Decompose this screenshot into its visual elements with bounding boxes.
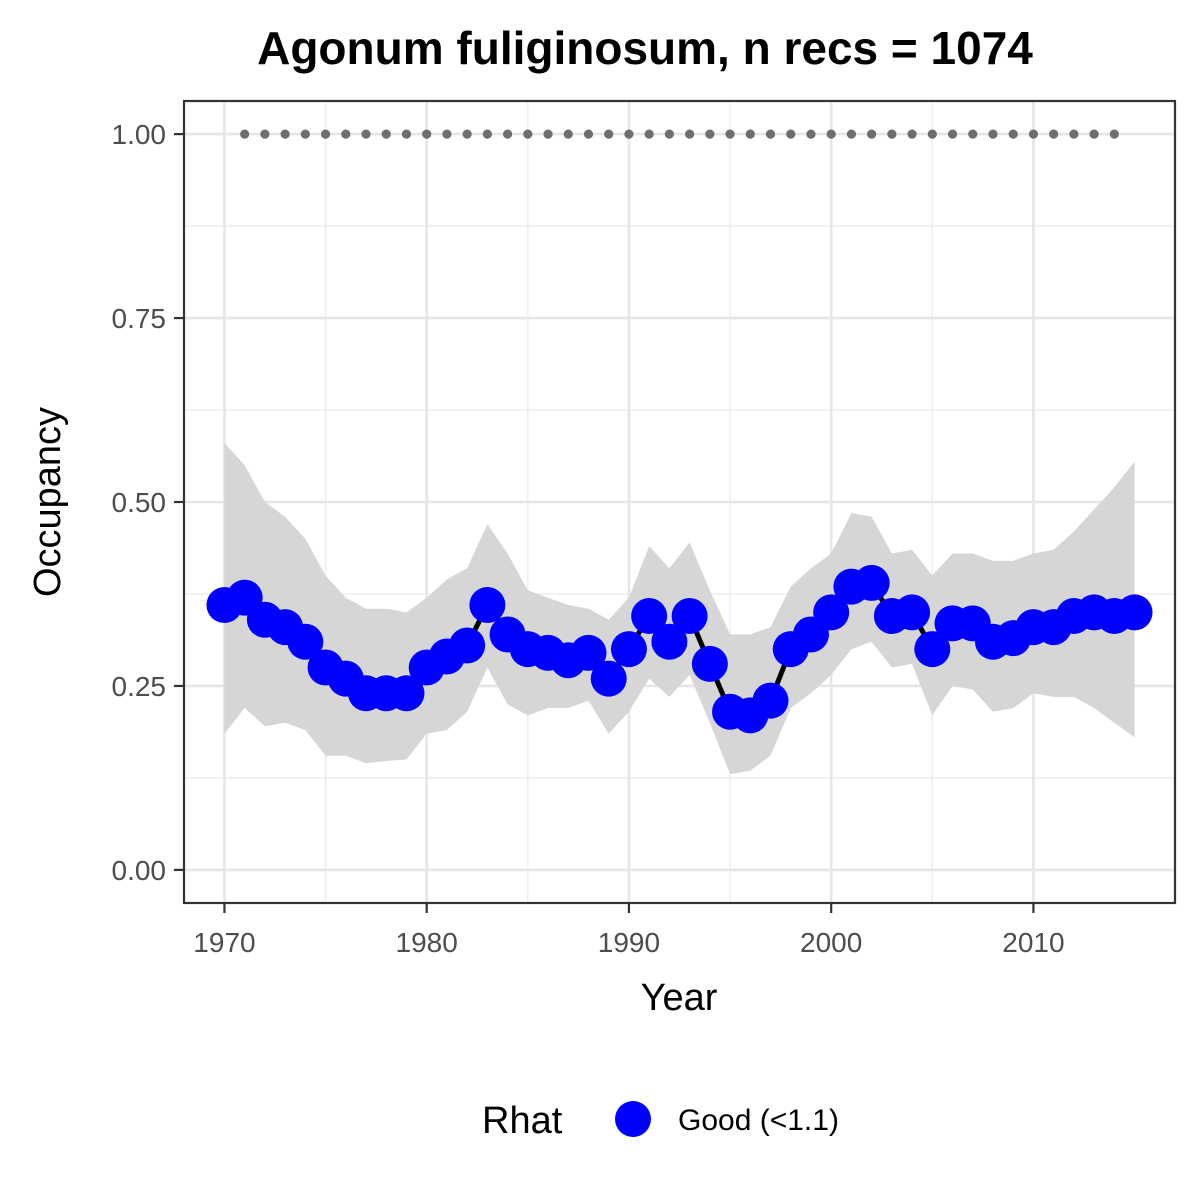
reference-dot	[381, 129, 391, 139]
reference-dot	[806, 129, 816, 139]
data-point	[449, 627, 486, 664]
reference-dot	[401, 129, 412, 139]
reference-dot	[1109, 129, 1119, 139]
data-point	[590, 660, 627, 697]
reference-dot	[583, 129, 594, 139]
reference-dot	[988, 129, 998, 139]
y-axis: 0.00 0.25 0.50 0.75 1.00	[112, 119, 184, 886]
reference-dot	[482, 129, 492, 139]
x-axis-title: Year	[641, 977, 718, 1019]
data-point	[691, 645, 728, 682]
y-tick-label: 0.50	[112, 487, 167, 518]
reference-dot	[1089, 129, 1099, 139]
reference-dot	[927, 129, 937, 139]
reference-dot	[361, 129, 371, 139]
reference-dot	[968, 129, 978, 139]
reference-dot	[644, 129, 654, 139]
major-gridlines	[184, 101, 1175, 903]
reference-dot	[442, 129, 452, 139]
data-point	[752, 682, 789, 719]
y-tick-label: 0.00	[112, 855, 167, 886]
reference-dot	[341, 129, 351, 139]
data-point	[610, 631, 647, 668]
reference-dot	[765, 129, 776, 139]
data-point	[1116, 594, 1153, 631]
legend: Rhat Good (<1.1)	[482, 1100, 839, 1142]
reference-dot	[1049, 129, 1059, 139]
y-tick-label: 1.00	[112, 119, 167, 150]
reference-dot	[280, 129, 290, 139]
reference-dot	[887, 129, 897, 139]
reference-dot	[826, 129, 836, 139]
reference-dot	[1008, 129, 1018, 139]
reference-dot	[523, 129, 533, 139]
reference-dot	[725, 129, 735, 139]
reference-dot	[563, 129, 573, 139]
reference-dot	[1069, 129, 1079, 139]
chart-title: Agonum fuliginosum, n recs = 1074	[257, 22, 1033, 74]
data-point	[469, 587, 506, 624]
x-tick-label: 1990	[598, 927, 660, 958]
reference-dot	[664, 129, 674, 139]
reference-dot	[846, 129, 857, 139]
reference-dot	[947, 129, 958, 139]
legend-title: Rhat	[482, 1100, 563, 1142]
reference-dot	[907, 129, 917, 139]
x-tick-label: 2010	[1002, 927, 1064, 958]
reference-dot	[422, 129, 432, 139]
y-tick-label: 0.25	[112, 671, 167, 702]
legend-key-good	[615, 1101, 651, 1137]
reference-dot	[705, 129, 715, 139]
reference-dots-layer	[240, 129, 1119, 139]
reference-dot	[240, 129, 250, 139]
reference-dot	[320, 129, 331, 139]
y-tick-label: 0.75	[112, 303, 167, 334]
reference-dot	[604, 129, 614, 139]
y-axis-title: Occupancy	[27, 407, 69, 597]
data-point	[813, 594, 850, 631]
reference-dot	[685, 129, 695, 139]
data-point	[894, 594, 931, 631]
x-tick-label: 1980	[396, 927, 458, 958]
x-tick-label: 2000	[800, 927, 862, 958]
data-point	[914, 631, 951, 668]
reference-dot	[1028, 129, 1039, 139]
data-point	[570, 634, 607, 671]
data-point	[671, 598, 708, 635]
data-point	[287, 623, 324, 660]
x-tick-label: 1970	[193, 927, 255, 958]
data-point	[631, 598, 668, 635]
data-points-layer	[206, 564, 1153, 734]
data-point	[388, 675, 425, 712]
data-point	[651, 623, 688, 660]
reference-dot	[502, 129, 513, 139]
reference-dot	[300, 129, 310, 139]
reference-dot	[624, 129, 634, 139]
reference-dot	[867, 129, 877, 139]
reference-dot	[260, 129, 270, 139]
reference-dot	[543, 129, 553, 139]
x-axis: 1970 1980 1990 2000 2010	[193, 903, 1065, 958]
data-point	[853, 564, 890, 601]
reference-dot	[462, 129, 472, 139]
reference-dot	[745, 129, 755, 139]
legend-label-good: Good (<1.1)	[678, 1104, 839, 1137]
reference-dot	[786, 129, 796, 139]
